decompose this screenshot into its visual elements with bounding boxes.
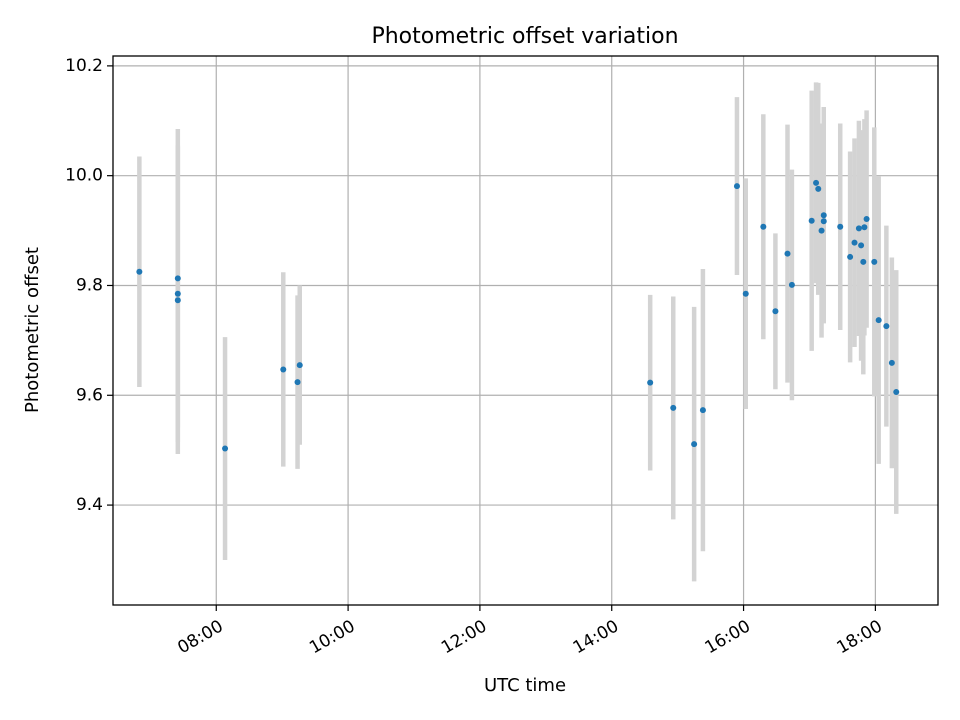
data-point [861,224,868,231]
data-point [820,218,827,225]
data-point [858,242,865,249]
data-point [820,212,827,219]
data-point [294,379,301,386]
data-point [871,258,878,265]
data-point [670,404,677,411]
data-point [851,239,858,246]
data-point [784,250,791,257]
y-tick-label: 9.8 [76,275,103,295]
data-point [174,290,181,297]
x-tick-label: 14:00 [570,616,622,658]
data-point [875,317,882,324]
data-point [733,183,740,190]
y-tick-label: 10.2 [65,56,103,76]
x-tick-label: 12:00 [438,616,490,658]
data-point [742,290,749,297]
data-point [837,223,844,230]
error-bars [137,82,899,582]
y-axis-label: Photometric offset [22,247,43,413]
data-point [174,297,181,304]
data-point [808,217,815,224]
data-point [888,359,895,366]
data-point [760,223,767,230]
data-point [691,441,698,448]
x-tick-label: 16:00 [702,616,754,658]
y-tick-label: 9.6 [76,385,103,405]
x-tick-label: 10:00 [306,616,358,658]
data-point [815,185,822,192]
data-point [772,308,779,315]
y-tick-label: 9.4 [76,495,103,515]
data-point [174,275,181,282]
x-tick-label: 08:00 [174,616,226,658]
x-tick-label: 18:00 [833,616,885,658]
chart-title: Photometric offset variation [371,24,678,49]
data-point [280,366,287,373]
data-point [647,379,654,386]
data-point [855,225,862,232]
data-point [818,227,825,234]
data-point [136,268,143,275]
plot-frame [112,55,939,606]
data-point [860,258,867,265]
data-point [296,362,303,369]
x-axis-label: UTC time [484,675,566,696]
data-point [893,388,900,395]
data-point [813,179,820,186]
data-points [136,179,900,452]
data-point [222,445,229,452]
data-point [699,407,706,414]
data-point [788,281,795,288]
data-point [863,216,870,223]
data-point [883,323,890,330]
y-axis: 9.4 9.6 9.8 10.0 10.2 [65,56,113,515]
y-tick-label: 10.0 [65,166,103,186]
x-axis: 08:00 10:00 12:00 14:00 16:00 18:00 [174,605,886,658]
data-point [847,253,854,260]
